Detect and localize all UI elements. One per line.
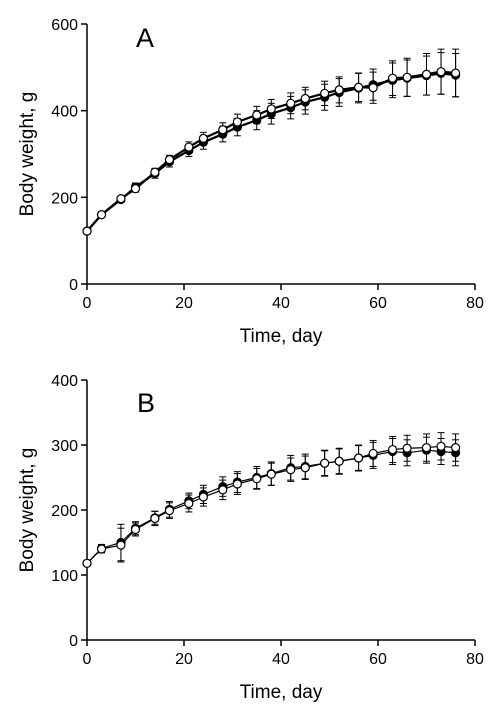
x-tick-label: 80 bbox=[466, 651, 484, 668]
data-point-open bbox=[421, 69, 432, 79]
y-tick-label: 400 bbox=[51, 104, 78, 121]
y-tick-label: 200 bbox=[51, 190, 78, 207]
series-line bbox=[86, 72, 456, 232]
data-point-open bbox=[402, 72, 412, 82]
data-point-open bbox=[421, 443, 432, 453]
panel-label-a: A bbox=[136, 23, 154, 53]
data-point-open bbox=[436, 441, 446, 451]
data-point-open bbox=[198, 492, 208, 502]
data-point-open bbox=[334, 456, 344, 466]
x-tick-label: 0 bbox=[83, 651, 92, 668]
x-tick-label: 40 bbox=[272, 295, 290, 312]
data-point-open bbox=[116, 194, 126, 204]
data-point-open bbox=[218, 485, 228, 495]
data-point-open bbox=[286, 98, 296, 108]
panel-a: A Body weight, g Time, day 0 20 40 60 80 0 200… bbox=[17, 17, 484, 347]
data-point-open bbox=[116, 540, 126, 550]
data-point-open bbox=[164, 506, 175, 516]
data-point-open bbox=[96, 544, 107, 554]
x-axis-title-a: Time, day bbox=[240, 326, 323, 347]
data-point-open bbox=[252, 110, 262, 120]
x-tick-label: 60 bbox=[369, 295, 387, 312]
ticks-b: 0 20 40 60 80 0 100 200 300 400 bbox=[51, 373, 484, 668]
data-point-open bbox=[232, 117, 242, 127]
marks-a bbox=[82, 48, 461, 236]
data-point-open bbox=[300, 93, 310, 104]
data-point-open bbox=[198, 133, 208, 143]
x-tick-label: 80 bbox=[466, 295, 484, 312]
y-axis-title-a: Body weight, g bbox=[17, 92, 38, 217]
data-point-open bbox=[451, 68, 461, 78]
x-tick-label: 40 bbox=[272, 651, 290, 668]
data-point-open bbox=[82, 558, 92, 568]
panel-label-b: B bbox=[137, 388, 155, 418]
x-tick-label: 60 bbox=[369, 651, 387, 668]
data-point-open bbox=[164, 155, 175, 165]
series-line bbox=[86, 70, 456, 232]
data-point-open bbox=[150, 513, 160, 524]
data-point-open bbox=[82, 226, 92, 236]
data-point-open bbox=[368, 448, 378, 459]
data-point-open bbox=[320, 458, 330, 468]
data-point-open bbox=[320, 88, 330, 98]
ticks-a: 0 20 40 60 80 0 200 400 600 bbox=[51, 17, 484, 312]
y-tick-label: 600 bbox=[51, 17, 78, 34]
data-point-open bbox=[130, 184, 141, 194]
x-tick-label: 20 bbox=[175, 651, 193, 668]
data-point-open bbox=[368, 83, 378, 93]
y-tick-label: 0 bbox=[69, 633, 78, 650]
data-point-open bbox=[334, 85, 344, 95]
data-point-open bbox=[266, 469, 276, 479]
data-point-open bbox=[184, 142, 194, 152]
data-point-open bbox=[354, 453, 364, 463]
data-point-open bbox=[96, 210, 107, 220]
y-axis-title-b: Body weight, g bbox=[17, 448, 38, 573]
data-point-open bbox=[130, 524, 141, 535]
panel-b: B Body weight, g Time, day 0 20 40 60 80 0 100… bbox=[17, 373, 484, 703]
y-tick-label: 200 bbox=[51, 503, 78, 520]
x-axis-title-b: Time, day bbox=[240, 682, 323, 703]
data-point-open bbox=[218, 125, 228, 135]
data-point-open bbox=[436, 67, 446, 77]
data-point-open bbox=[150, 167, 160, 177]
data-point-open bbox=[354, 82, 364, 92]
data-point-open bbox=[266, 104, 276, 114]
x-tick-label: 0 bbox=[83, 295, 92, 312]
y-tick-label: 300 bbox=[51, 438, 78, 455]
y-tick-label: 100 bbox=[51, 568, 78, 585]
data-point-open bbox=[387, 444, 398, 455]
data-point-open bbox=[387, 73, 398, 83]
data-point-open bbox=[402, 443, 412, 453]
data-point-open bbox=[232, 479, 242, 489]
data-point-open bbox=[286, 465, 296, 475]
x-tick-label: 20 bbox=[175, 295, 193, 312]
marks-b bbox=[82, 432, 461, 568]
data-point-open bbox=[451, 443, 461, 453]
data-point-open bbox=[300, 463, 310, 473]
y-tick-label: 400 bbox=[51, 373, 78, 390]
data-point-open bbox=[184, 498, 194, 509]
data-point-open bbox=[252, 474, 262, 484]
y-tick-label: 0 bbox=[69, 277, 78, 294]
